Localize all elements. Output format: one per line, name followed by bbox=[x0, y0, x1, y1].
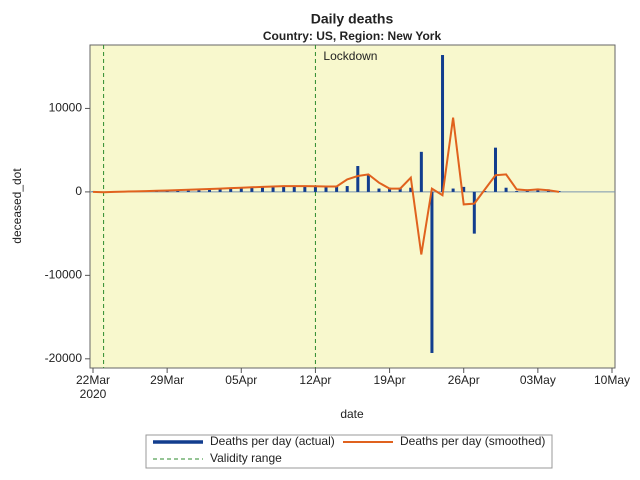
line bbox=[92, 117, 560, 255]
bar bbox=[430, 191, 434, 353]
bar bbox=[451, 188, 455, 192]
bar bbox=[356, 166, 360, 192]
x-axis-label: date bbox=[340, 407, 364, 421]
x-tick-label: 19Apr bbox=[374, 373, 406, 387]
bar bbox=[419, 151, 423, 192]
bar bbox=[504, 187, 508, 192]
bar bbox=[493, 147, 497, 192]
annotation: Lockdown bbox=[323, 49, 377, 63]
chart-subtitle: Country: US, Region: New York bbox=[263, 29, 442, 43]
bar bbox=[335, 186, 339, 192]
bar bbox=[515, 191, 519, 192]
bar bbox=[536, 189, 540, 192]
bar bbox=[208, 189, 212, 192]
bar bbox=[409, 187, 413, 192]
bar bbox=[366, 175, 370, 192]
x-tick-label: 26Apr bbox=[448, 373, 480, 387]
bar bbox=[303, 186, 307, 192]
x-tick-label: 05Apr bbox=[225, 373, 257, 387]
y-tick-label: 0 bbox=[75, 184, 82, 198]
bar bbox=[345, 186, 349, 192]
bar bbox=[483, 191, 487, 192]
x-tick-label: 12Apr bbox=[299, 373, 331, 387]
chart-title: Daily deaths bbox=[311, 11, 394, 27]
bar bbox=[472, 191, 476, 234]
bar bbox=[292, 186, 296, 192]
bar bbox=[186, 190, 190, 192]
legend-label: Validity range bbox=[210, 451, 282, 465]
bar bbox=[260, 187, 264, 192]
bar bbox=[313, 186, 317, 192]
bar bbox=[218, 188, 222, 192]
legend-label: Deaths per day (actual) bbox=[210, 434, 335, 448]
bar bbox=[324, 186, 328, 192]
plot-area bbox=[89, 44, 616, 369]
x-tick-label: 29Mar bbox=[150, 373, 184, 387]
legend-label: Deaths per day (smoothed) bbox=[400, 434, 545, 448]
bar bbox=[462, 186, 466, 192]
bar bbox=[282, 186, 286, 192]
bar bbox=[398, 187, 402, 192]
bar bbox=[176, 190, 180, 192]
y-axis-label: deceased_dot bbox=[10, 168, 24, 244]
bar bbox=[91, 191, 95, 192]
bar bbox=[441, 55, 445, 192]
bar bbox=[197, 189, 201, 192]
x-tick-label: 22Mar 2020 bbox=[76, 373, 110, 401]
legend-box bbox=[145, 434, 553, 469]
bar bbox=[271, 186, 275, 192]
x-tick-label: 03May bbox=[520, 373, 556, 387]
y-tick-label: -20000 bbox=[45, 351, 83, 365]
y-tick-label: 10000 bbox=[49, 101, 83, 115]
y-tick-label: -10000 bbox=[45, 268, 83, 282]
bar bbox=[239, 188, 243, 192]
bar bbox=[229, 188, 233, 192]
bar bbox=[377, 188, 381, 192]
bar bbox=[388, 187, 392, 192]
x-tick-label: 10May bbox=[594, 373, 630, 387]
bar bbox=[250, 187, 254, 192]
